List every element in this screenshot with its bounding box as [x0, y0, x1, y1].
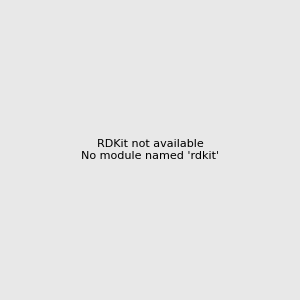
Text: RDKit not available
No module named 'rdkit': RDKit not available No module named 'rdk… [81, 139, 219, 161]
